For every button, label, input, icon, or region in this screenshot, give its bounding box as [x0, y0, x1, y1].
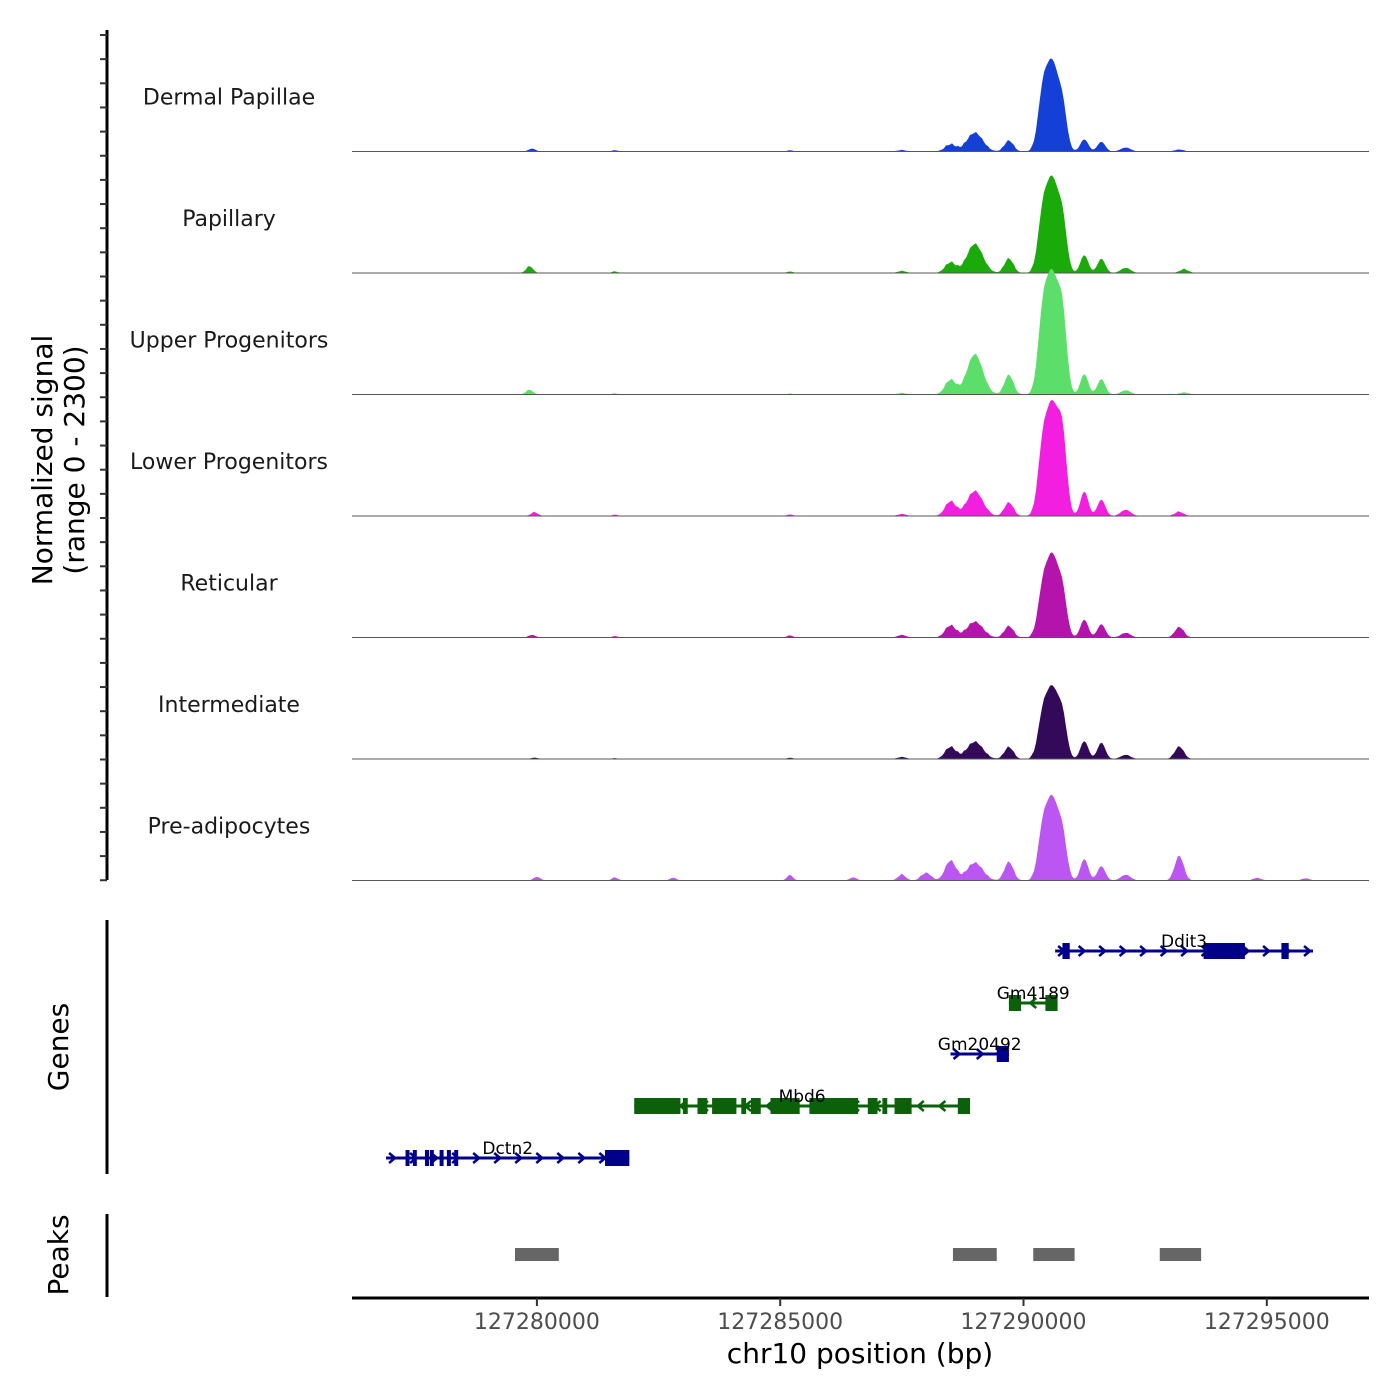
strand-arrow — [556, 1152, 566, 1164]
strand-arrow — [493, 1152, 503, 1164]
exon — [1062, 943, 1070, 959]
strand-arrow — [1077, 945, 1087, 957]
exon — [770, 1098, 800, 1114]
exon — [1203, 943, 1245, 959]
exon — [712, 1098, 737, 1114]
gene-Mbd6: Mbd6 — [634, 1087, 970, 1114]
exon — [867, 1098, 878, 1114]
exon — [634, 1098, 681, 1114]
strand-arrow — [535, 1152, 545, 1164]
peaks-axis-title: Peaks — [42, 1214, 75, 1295]
strand-arrow — [514, 1152, 524, 1164]
x-tick-label: 127295000 — [1204, 1310, 1330, 1335]
gene-Ddit3: Ddit3 — [1055, 932, 1314, 959]
exon — [682, 1098, 688, 1114]
gene-Gm20492: Gm20492 — [938, 1035, 1022, 1062]
exon — [429, 1150, 434, 1166]
strand-arrow — [1180, 945, 1190, 957]
gene-Gm4189: Gm4189 — [997, 984, 1070, 1011]
exon — [894, 1098, 912, 1114]
track-label-1: Papillary — [182, 207, 276, 232]
x-tick-label: 127285000 — [717, 1310, 843, 1335]
coverage-area-6 — [352, 794, 1369, 881]
exon — [751, 1098, 761, 1114]
coverage-area-3 — [352, 399, 1369, 516]
coverage-area-0 — [352, 58, 1369, 152]
coverage-tracks — [352, 58, 1369, 881]
exon — [957, 1098, 970, 1114]
strand-arrow — [1262, 945, 1272, 957]
x-axis-ticks: 127280000 127285000 127290000 127295000 — [474, 1298, 1330, 1335]
y-axis-title-line1: Normalized signal — [26, 335, 59, 586]
coverage-area-5 — [352, 685, 1369, 759]
track-label-0: Dermal Papillae — [143, 86, 315, 111]
exon — [605, 1150, 630, 1166]
strand-arrow — [952, 1048, 962, 1060]
peak-region-1 — [952, 1248, 997, 1261]
exon — [882, 1098, 888, 1114]
coverage-area-4 — [352, 552, 1369, 638]
exon — [1008, 995, 1022, 1011]
track-label-6: Pre-adipocytes — [148, 815, 311, 840]
exon — [996, 1046, 1009, 1062]
strand-arrow — [1159, 945, 1169, 957]
strand-arrow — [1139, 945, 1149, 957]
strand-arrow — [937, 1100, 947, 1112]
gene-track: Mbd6 Dctn2 Gm20492 Gm4189 Ddit3 — [386, 932, 1314, 1166]
exon — [439, 1150, 444, 1166]
strand-arrow — [577, 1152, 587, 1164]
exon — [454, 1150, 459, 1166]
strand-arrow — [1098, 945, 1108, 957]
gene-label: Gm20492 — [938, 1035, 1022, 1055]
strand-arrow — [388, 1152, 398, 1164]
exon — [1045, 995, 1058, 1011]
gene-label: Dctn2 — [482, 1139, 533, 1159]
peak-region-3 — [1159, 1248, 1202, 1261]
strand-arrow — [1028, 997, 1038, 1009]
exon — [697, 1098, 708, 1114]
gene-Dctn2: Dctn2 — [386, 1139, 630, 1166]
peak-track — [515, 1248, 1202, 1261]
gene-label: Gm4189 — [997, 984, 1070, 1004]
track-label-2: Upper Progenitors — [130, 329, 329, 354]
strand-arrow — [975, 1048, 985, 1060]
exon — [446, 1150, 451, 1166]
genes-axis-title: Genes — [42, 1003, 75, 1091]
coverage-area-1 — [352, 175, 1369, 273]
gene-label: Mbd6 — [779, 1087, 826, 1107]
x-axis-title: chr10 position (bp) — [727, 1337, 993, 1370]
exon — [741, 1098, 747, 1114]
strand-arrow — [472, 1152, 482, 1164]
exon — [809, 1098, 859, 1114]
y-axis-title-line2: (range 0 - 2300) — [58, 345, 91, 574]
x-tick-label: 127280000 — [474, 1310, 600, 1335]
track-label-5: Intermediate — [158, 693, 300, 718]
peak-region-0 — [515, 1248, 559, 1261]
track-labels: Dermal Papillae Papillary Upper Progenitor… — [130, 86, 329, 840]
gene-label: Ddit3 — [1161, 932, 1207, 952]
strand-arrow — [1303, 945, 1312, 957]
x-tick-label: 127290000 — [961, 1310, 1087, 1335]
coverage-area-2 — [352, 268, 1369, 395]
strand-arrow — [915, 1100, 925, 1112]
track-label-4: Reticular — [180, 572, 278, 597]
exon — [424, 1150, 429, 1166]
track-label-3: Lower Progenitors — [130, 450, 328, 475]
exon — [1281, 943, 1289, 959]
exon — [405, 1150, 410, 1166]
y-axis — [100, 30, 109, 882]
exon — [412, 1150, 417, 1166]
strand-arrow — [1118, 945, 1128, 957]
peak-region-2 — [1033, 1248, 1075, 1261]
